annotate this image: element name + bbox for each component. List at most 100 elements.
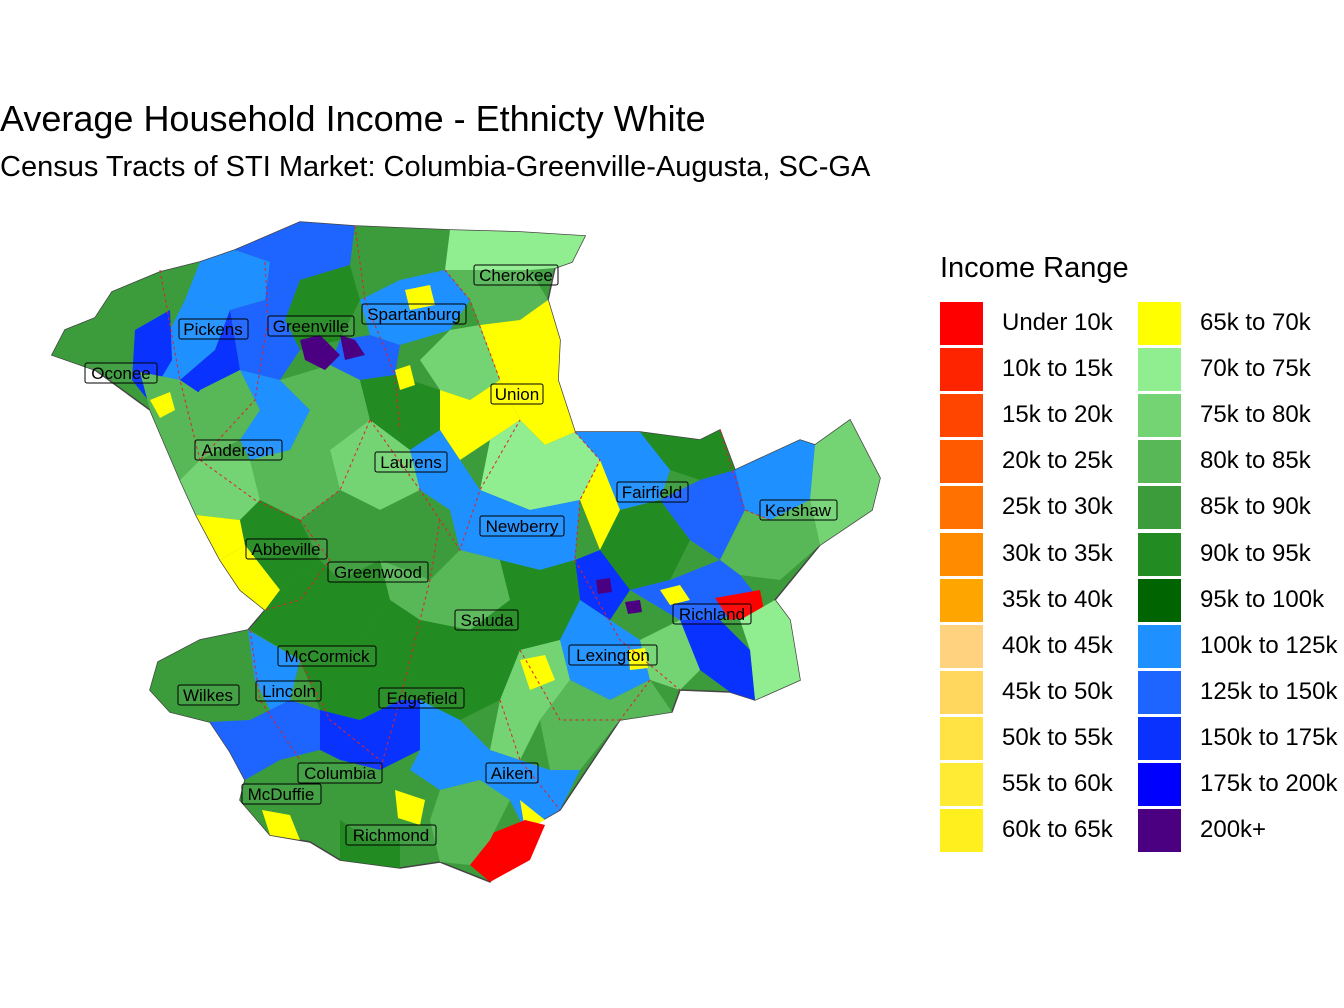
county-borders — [159, 225, 771, 811]
legend-item: 100k to 125k — [1138, 623, 1337, 669]
census-tract — [480, 420, 600, 510]
census-tract — [395, 790, 425, 825]
census-tract — [600, 500, 690, 590]
legend-item: 85k to 90k — [1138, 484, 1311, 530]
county-border — [369, 419, 521, 552]
svg-text:Columbia: Columbia — [304, 764, 376, 783]
legend-item: 80k to 85k — [1138, 438, 1311, 484]
census-tract — [520, 655, 555, 690]
svg-text:Wilkes: Wilkes — [183, 686, 233, 705]
census-tract — [220, 545, 280, 610]
svg-text:Edgefield: Edgefield — [387, 689, 458, 708]
census-tract — [575, 432, 680, 510]
legend-swatch — [940, 716, 983, 760]
county-label: Lexington — [568, 644, 658, 666]
county-label: Oconee — [84, 362, 158, 384]
census-tract — [445, 270, 548, 325]
legend-item: 95k to 100k — [1138, 577, 1324, 623]
census-tract — [180, 460, 260, 520]
census-tract — [660, 470, 745, 560]
census-tract — [445, 230, 585, 270]
county-border — [444, 269, 501, 381]
legend-item: 150k to 175k — [1138, 715, 1337, 761]
svg-text:Newberry: Newberry — [486, 517, 559, 536]
legend-swatch — [1138, 578, 1181, 622]
county-label: McDuffie — [241, 783, 322, 805]
census-tract — [410, 430, 480, 510]
legend-swatch — [940, 578, 983, 622]
svg-text:Aiken: Aiken — [491, 764, 534, 783]
census-tract — [560, 600, 650, 700]
legend-label: 10k to 15k — [1002, 355, 1113, 382]
county-label: McCormick — [277, 645, 377, 667]
census-tract — [248, 630, 300, 710]
census-tract — [410, 700, 490, 790]
census-tract — [480, 750, 580, 830]
legend-swatch — [1138, 716, 1181, 760]
legend-item: 90k to 95k — [1138, 531, 1311, 577]
census-tract — [395, 365, 415, 390]
legend-label: 65k to 70k — [1200, 309, 1311, 336]
county-border — [299, 659, 381, 761]
svg-text:Fairfield: Fairfield — [622, 483, 682, 502]
legend-item: Under 10k — [940, 300, 1113, 346]
legend-label: 25k to 30k — [1002, 493, 1113, 520]
county-border — [574, 431, 601, 561]
legend-swatch — [940, 624, 983, 668]
census-tract — [715, 590, 765, 620]
legend-swatch — [940, 393, 983, 437]
census-tract — [625, 600, 642, 614]
county-label: Union — [490, 383, 544, 405]
legend-swatch — [1138, 347, 1181, 391]
legend-label: 45k to 50k — [1002, 678, 1113, 705]
legend-item: 15k to 20k — [940, 392, 1113, 438]
legend-label: 175k to 200k — [1200, 770, 1338, 797]
census-tract — [380, 490, 460, 580]
census-tract — [235, 222, 355, 300]
map-title: Average Household Income - Ethnicty Whit… — [0, 98, 706, 139]
census-tract — [320, 700, 420, 770]
legend-title: Income Range — [940, 252, 1129, 284]
legend-swatch — [1138, 624, 1181, 668]
legend-item: 40k to 45k — [940, 623, 1113, 669]
county-label: Anderson — [194, 439, 283, 461]
legend-swatch — [1138, 532, 1181, 576]
legend-item: 10k to 15k — [940, 346, 1113, 392]
county-label: Greenwood — [327, 561, 429, 583]
county-label: Cherokee — [473, 264, 559, 286]
county-label: Lincoln — [255, 680, 322, 702]
legend-label: 20k to 25k — [1002, 447, 1113, 474]
legend-item: 20k to 25k — [940, 438, 1113, 484]
legend-label: 90k to 95k — [1200, 540, 1311, 567]
county-label: Wilkes — [177, 684, 240, 706]
census-tract — [740, 600, 800, 700]
legend-label: 125k to 150k — [1200, 678, 1338, 705]
census-tract — [480, 300, 575, 445]
legend-swatch — [940, 670, 983, 714]
county-label: Greenville — [267, 315, 355, 337]
svg-text:Greenville: Greenville — [273, 317, 350, 336]
svg-text:Greenwood: Greenwood — [334, 563, 422, 582]
legend-item: 45k to 50k — [940, 669, 1113, 715]
legend-item: 75k to 80k — [1138, 392, 1311, 438]
county-border — [574, 559, 681, 691]
county-label: Laurens — [374, 451, 448, 473]
county-label: Saluda — [454, 609, 519, 631]
census-tract — [150, 300, 230, 390]
census-tract — [596, 578, 612, 594]
legend-label: 55k to 60k — [1002, 770, 1113, 797]
legend-label: 85k to 90k — [1200, 493, 1311, 520]
svg-text:Anderson: Anderson — [202, 441, 275, 460]
census-tract — [340, 820, 400, 868]
census-tract — [640, 430, 735, 480]
census-tract — [660, 585, 690, 605]
legend-swatch — [1138, 762, 1181, 806]
county-border — [199, 419, 371, 521]
census-tract — [196, 515, 245, 560]
legend-label: 50k to 55k — [1002, 724, 1113, 751]
legend-swatch — [1138, 439, 1181, 483]
legend-swatch — [1138, 301, 1181, 345]
svg-text:Kershaw: Kershaw — [765, 501, 832, 520]
legend-item: 65k to 70k — [1138, 300, 1311, 346]
